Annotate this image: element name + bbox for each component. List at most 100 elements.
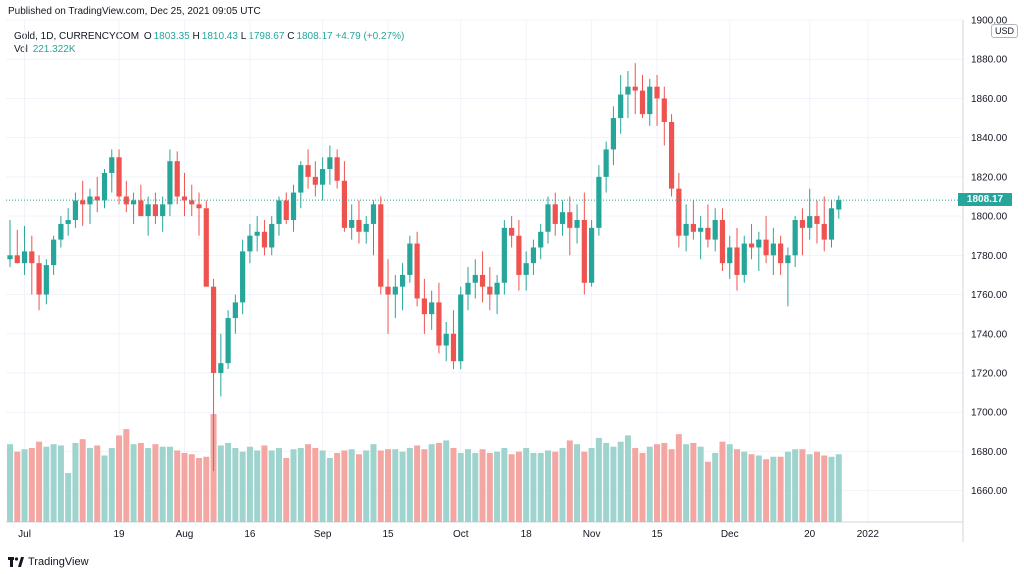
candle-up: [472, 274, 478, 283]
candle-up: [232, 302, 238, 319]
volume-bar: [835, 454, 842, 522]
volume-bar: [65, 473, 72, 522]
volume-bar: [465, 449, 472, 522]
volume-bar: [196, 457, 203, 522]
candle-up: [225, 318, 231, 364]
volume-bar: [166, 446, 173, 522]
candle-up: [523, 263, 529, 275]
x-tick-label: Nov: [583, 529, 601, 540]
volume-bar: [566, 440, 573, 522]
candle-up: [87, 196, 93, 205]
close-value: 1808.17: [296, 31, 333, 42]
volume-bar: [108, 447, 115, 522]
candle-down: [181, 196, 188, 201]
volume-bar: [530, 452, 537, 522]
candle-up: [247, 235, 253, 252]
x-tick-label: Aug: [176, 529, 194, 540]
footer: TradingView: [8, 556, 89, 568]
candle-up: [298, 165, 304, 193]
volume-bar: [130, 444, 137, 522]
volume-bar: [654, 444, 661, 522]
volume-bar: [588, 447, 595, 522]
candle-down: [450, 333, 457, 362]
candle-down: [14, 255, 20, 264]
candle-up: [130, 200, 137, 205]
volume-bar: [392, 449, 399, 522]
candle-up: [574, 220, 580, 228]
volume-bar: [450, 447, 457, 522]
y-tick-label: 1660.00: [971, 486, 1008, 497]
volume-bar: [617, 441, 624, 522]
candle-up: [160, 204, 166, 217]
low-label: L: [240, 31, 247, 42]
candle-down: [654, 86, 660, 99]
candle-up: [807, 216, 813, 228]
volume-bar: [486, 452, 493, 522]
volume-bar: [704, 461, 711, 522]
volume-bar: [544, 450, 551, 522]
volume-bar: [821, 455, 828, 522]
volume-bar: [225, 442, 232, 522]
candle-up: [589, 227, 595, 283]
x-tick-label: Dec: [721, 529, 739, 540]
volume-bar: [457, 452, 464, 522]
candle-up: [741, 243, 747, 275]
volume-bar: [385, 449, 392, 522]
open-label: O: [143, 31, 152, 42]
candle-up: [290, 192, 297, 221]
x-tick-label: 16: [244, 529, 256, 540]
volume-bar: [43, 446, 50, 522]
candle-up: [407, 243, 413, 275]
candle-down: [356, 220, 362, 232]
volume-bar: [341, 450, 348, 522]
candle-up: [43, 265, 49, 295]
volume-bar: [799, 449, 806, 522]
candle-up: [51, 239, 57, 266]
candle-up: [727, 247, 733, 264]
volume-legend: Vol 221.322K: [14, 44, 76, 55]
candle-up: [429, 302, 435, 315]
candle-up: [494, 282, 500, 295]
volume-bar: [479, 449, 486, 522]
candle-down: [341, 180, 348, 228]
y-tick-label: 1900.00: [971, 16, 1008, 27]
volume-bar: [101, 455, 108, 522]
volume-bar: [508, 454, 515, 522]
y-tick-label: 1860.00: [971, 94, 1008, 105]
candle-down: [189, 200, 195, 205]
candle-up: [101, 172, 108, 201]
volume-bar: [261, 445, 268, 522]
candle-up: [58, 223, 64, 240]
volume-bar: [145, 447, 152, 522]
volume-bar: [435, 442, 442, 522]
volume-bar: [94, 445, 101, 522]
x-tick-label: Sep: [314, 529, 332, 540]
volume-bar: [370, 444, 377, 522]
candle-up: [269, 223, 275, 248]
volume-bar: [57, 445, 64, 522]
candle-up: [320, 169, 326, 185]
candle-down: [705, 227, 711, 240]
volume-bar: [683, 444, 690, 522]
volume-bar: [443, 440, 450, 522]
candle-down: [668, 121, 675, 189]
candle-down: [196, 204, 202, 209]
volume-bar: [297, 447, 304, 522]
candle-up: [770, 243, 776, 256]
candle-down: [36, 263, 42, 295]
volume-bar: [50, 444, 57, 522]
candle-up: [218, 363, 224, 373]
candle-up: [327, 157, 333, 170]
candle-up: [698, 227, 704, 232]
volume-bar: [595, 437, 602, 522]
candle-down: [312, 176, 318, 185]
candle-down: [552, 204, 558, 224]
volume-bar: [312, 447, 319, 522]
volume-bar: [719, 441, 726, 522]
candle-up: [363, 223, 369, 232]
currency-tag[interactable]: USD: [990, 24, 1018, 38]
candle-up: [349, 220, 355, 228]
volume-bar: [239, 451, 246, 522]
symbol-legend: Gold, 1D, CURRENCYCOM O 1803.35 H 1810.43 …: [14, 31, 404, 42]
